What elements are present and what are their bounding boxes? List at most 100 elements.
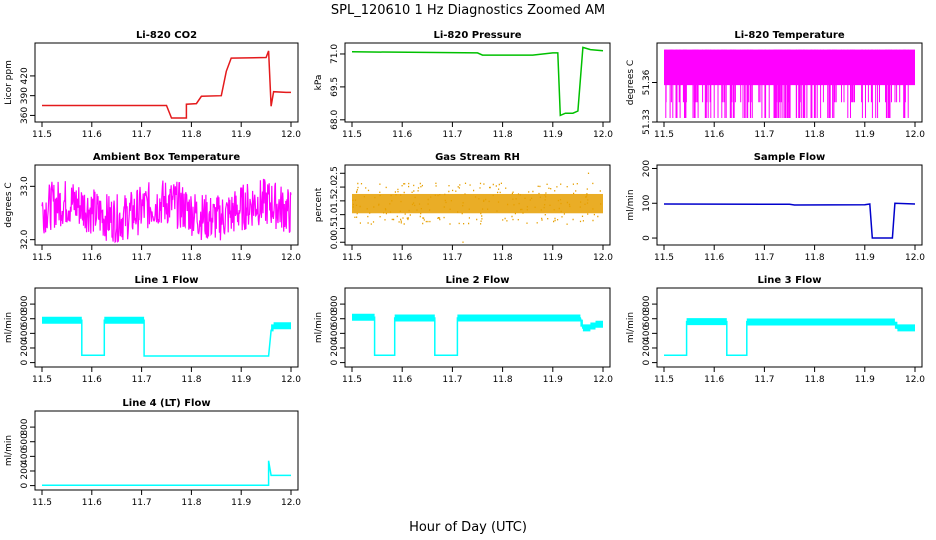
y-tick-label: 800 bbox=[642, 295, 652, 312]
series-noise-band bbox=[42, 316, 291, 332]
panel-title: Line 4 (LT) Flow bbox=[122, 398, 210, 409]
y-tick-label: 600 bbox=[20, 433, 30, 450]
x-tick-label: 11.6 bbox=[392, 253, 412, 263]
x-tick-label: 11.9 bbox=[855, 130, 875, 140]
x-tick-label: 11.8 bbox=[805, 130, 825, 140]
y-tick-label: 360 bbox=[20, 107, 30, 124]
y-tick-label: 2.5 bbox=[330, 166, 340, 180]
panel-title: Ambient Box Temperature bbox=[93, 152, 240, 163]
x-tick-label: 11.7 bbox=[132, 375, 152, 385]
x-axis-title: Hour of Day (UTC) bbox=[409, 520, 527, 535]
x-tick-label: 11.9 bbox=[855, 375, 875, 385]
y-tick-label: 600 bbox=[642, 310, 652, 327]
series-noise-band bbox=[686, 318, 915, 332]
x-tick-label: 11.5 bbox=[654, 130, 674, 140]
x-tick-label: 11.5 bbox=[654, 253, 674, 263]
y-tick-label: 200 bbox=[642, 339, 652, 356]
panel-title: Li-820 Temperature bbox=[734, 30, 844, 41]
y-tick-label: 400 bbox=[330, 324, 340, 341]
plot-frame bbox=[34, 42, 299, 123]
plot-area bbox=[352, 313, 604, 357]
y-tick-label: 200 bbox=[330, 339, 340, 356]
x-tick-label: 12.0 bbox=[905, 253, 925, 263]
x-tick-label: 11.8 bbox=[181, 498, 201, 508]
panel-7: Line 2 Flow ml/min 11.5 11.6 11.7 11.8 11.9 12.… bbox=[314, 275, 613, 385]
plot-area bbox=[664, 49, 915, 118]
x-tick-label: 11.8 bbox=[493, 253, 513, 263]
x-tick-label: 11.9 bbox=[231, 130, 251, 140]
x-tick-label: 11.5 bbox=[654, 375, 674, 385]
y-tick-label: 0.5 bbox=[330, 221, 340, 235]
y-axis-label: Licor ppm bbox=[4, 60, 14, 105]
x-tick-label: 11.5 bbox=[342, 253, 362, 263]
series-line bbox=[42, 50, 291, 119]
plot-area bbox=[664, 318, 916, 357]
x-tick-label: 11.6 bbox=[704, 375, 724, 385]
series-line bbox=[42, 460, 291, 486]
plot-frame bbox=[34, 164, 299, 246]
x-tick-label: 11.7 bbox=[442, 130, 462, 140]
panel-8: Line 3 Flow ml/min 11.5 11.6 11.7 11.8 11.9 12.… bbox=[626, 275, 925, 385]
y-axis-label: ml/min bbox=[626, 312, 636, 343]
y-tick-label: 400 bbox=[642, 324, 652, 341]
y-tick-label: 400 bbox=[20, 324, 30, 341]
y-tick-label: 68.0 bbox=[330, 110, 340, 130]
x-tick-label: 12.0 bbox=[281, 130, 301, 140]
y-tick-label: 390 bbox=[20, 87, 30, 104]
y-axis-label: ml/min bbox=[314, 312, 324, 343]
plot-frame bbox=[344, 287, 611, 368]
y-tick-label: 69.5 bbox=[330, 77, 340, 97]
plot-area bbox=[352, 172, 603, 243]
y-axis-label: ml/min bbox=[4, 435, 14, 466]
plot-frame bbox=[34, 287, 299, 368]
x-tick-label: 11.7 bbox=[754, 130, 774, 140]
series-line bbox=[665, 49, 909, 118]
y-tick-label: 0 bbox=[20, 482, 30, 488]
panel-9: Line 4 (LT) Flow ml/min 11.5 11.6 11.7 11.8 11… bbox=[4, 398, 301, 508]
x-tick-label: 11.7 bbox=[754, 253, 774, 263]
x-tick-label: 11.5 bbox=[342, 130, 362, 140]
plot-frame bbox=[34, 410, 299, 491]
x-tick-label: 11.8 bbox=[493, 130, 513, 140]
x-tick-label: 12.0 bbox=[905, 130, 925, 140]
y-tick-label: 200 bbox=[20, 339, 30, 356]
x-tick-label: 11.9 bbox=[543, 130, 563, 140]
y-tick-label: 1.5 bbox=[330, 194, 340, 208]
series-line bbox=[664, 320, 916, 357]
x-tick-label: 11.7 bbox=[442, 253, 462, 263]
y-axis-label: ml/min bbox=[626, 189, 636, 220]
panel-title: Line 2 Flow bbox=[446, 275, 510, 286]
x-tick-label: 11.8 bbox=[181, 253, 201, 263]
x-tick-label: 11.8 bbox=[181, 130, 201, 140]
x-tick-label: 12.0 bbox=[281, 375, 301, 385]
y-tick-label: 800 bbox=[20, 418, 30, 435]
x-tick-label: 11.7 bbox=[442, 375, 462, 385]
panel-6: Line 1 Flow ml/min 11.5 11.6 11.7 11.8 11.9 12.… bbox=[4, 275, 301, 385]
x-tick-label: 11.6 bbox=[392, 375, 412, 385]
panel-title: Line 1 Flow bbox=[135, 275, 199, 286]
panel-title: Li-820 Pressure bbox=[433, 30, 521, 41]
x-tick-label: 11.6 bbox=[82, 253, 102, 263]
x-tick-label: 12.0 bbox=[905, 375, 925, 385]
x-tick-label: 11.8 bbox=[805, 253, 825, 263]
y-tick-label: 0 bbox=[20, 359, 30, 365]
series-band bbox=[352, 193, 603, 214]
panel-0: Li-820 CO2 Licor ppm 11.5 11.6 11.7 11.8 11.9 1… bbox=[4, 30, 301, 140]
x-tick-label: 11.5 bbox=[32, 253, 52, 263]
x-tick-label: 11.5 bbox=[342, 375, 362, 385]
plot-frame bbox=[656, 164, 923, 246]
plot-area bbox=[41, 178, 292, 244]
y-tick-label: 32.0 bbox=[20, 229, 30, 249]
plot-area bbox=[42, 50, 291, 119]
y-tick-label: 400 bbox=[20, 447, 30, 464]
y-axis-label: degrees C bbox=[4, 182, 14, 227]
y-tick-label: 71.0 bbox=[330, 44, 340, 64]
x-tick-label: 11.9 bbox=[231, 375, 251, 385]
plot-area bbox=[42, 316, 292, 357]
x-tick-label: 11.9 bbox=[543, 375, 563, 385]
y-tick-label: 0 bbox=[642, 359, 652, 365]
plot-area bbox=[351, 46, 604, 117]
x-tick-label: 11.8 bbox=[805, 375, 825, 385]
y-tick-label: 0.0 bbox=[330, 235, 340, 250]
